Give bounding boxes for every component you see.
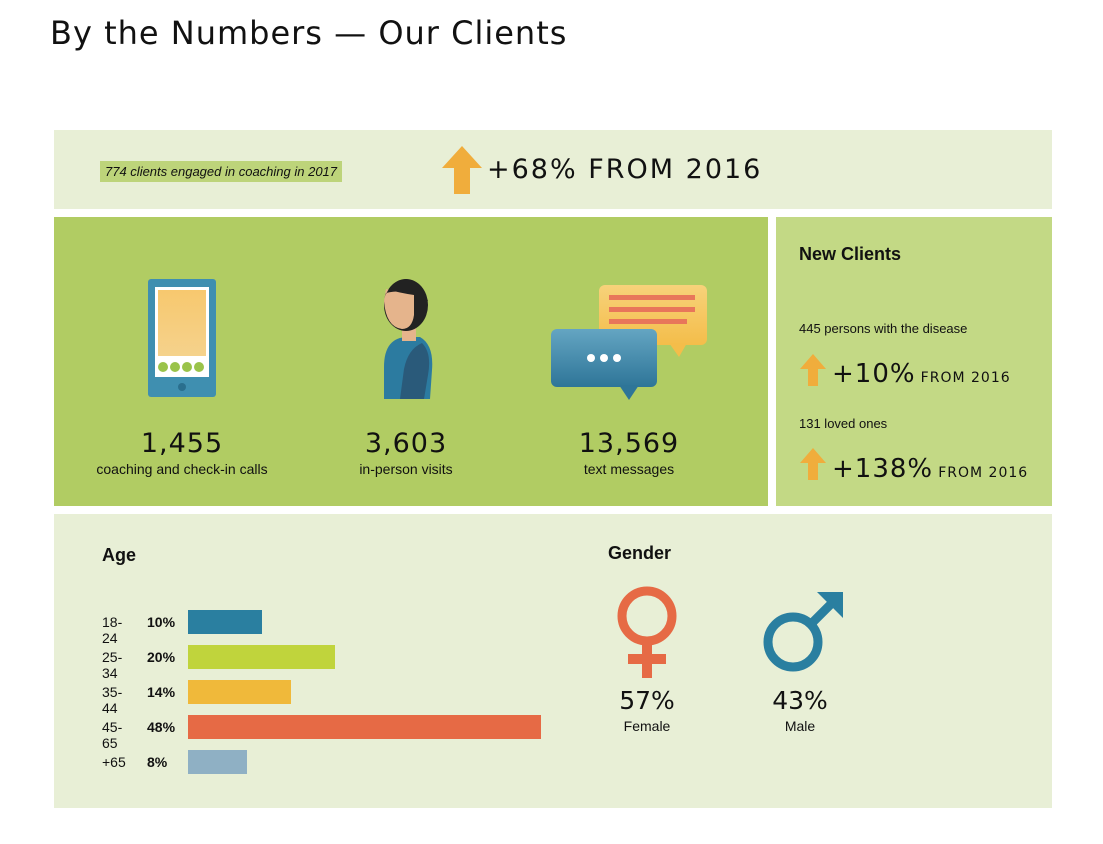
up-arrow-icon xyxy=(800,448,826,480)
stat-value: 3,603 xyxy=(364,428,448,459)
up-arrow-icon xyxy=(800,354,826,386)
new-clients-panel: New Clients 445 persons with the disease… xyxy=(776,217,1052,506)
age-bar xyxy=(188,715,542,739)
stat-visits: 3,603 in-person visits xyxy=(286,428,526,477)
age-bar xyxy=(188,750,247,774)
age-category-label: 18-24 xyxy=(102,614,123,646)
stat-label: coaching and check-in calls xyxy=(96,461,268,477)
gender-female-label: Female xyxy=(623,718,671,734)
gender-chart-title: Gender xyxy=(608,543,672,563)
female-symbol-icon xyxy=(617,586,677,678)
age-percent-label: 8% xyxy=(147,754,168,770)
age-percent-label: 20% xyxy=(147,649,176,665)
new-clients-group-label: 445 persons with the disease xyxy=(799,321,968,336)
up-arrow-icon xyxy=(442,146,482,194)
page-title: By the Numbers — Our Clients xyxy=(50,14,568,52)
new-clients-title: New Clients xyxy=(799,244,902,264)
activity-stats-panel: 1,455 coaching and check-in calls 3,603 … xyxy=(54,217,768,506)
new-clients-group-label: 131 loved ones xyxy=(799,416,888,431)
stat-label: in-person visits xyxy=(359,461,453,477)
age-bar-chart: 18-24 10% 25-34 20% 35-44 14% 45-65 48% +65 8% xyxy=(54,514,614,808)
age-percent-label: 48% xyxy=(147,719,176,735)
gender-male-label: Male xyxy=(784,718,816,734)
age-percent-label: 14% xyxy=(147,684,176,700)
stat-value: 1,455 xyxy=(140,428,224,459)
tablet-icon xyxy=(148,279,216,397)
change-percent: +10% xyxy=(832,359,916,389)
engagement-change: +68% FROM 2016 xyxy=(487,154,763,185)
new-clients-change: +10% FROM 2016 xyxy=(832,359,1011,389)
change-from: FROM 2016 xyxy=(938,465,1029,481)
male-symbol-icon xyxy=(763,592,843,672)
engagement-band: 774 clients engaged in coaching in 2017 … xyxy=(54,130,1052,209)
age-bar xyxy=(188,680,292,704)
new-clients-change: +138% FROM 2016 xyxy=(832,454,1028,484)
person-icon xyxy=(384,279,433,399)
age-category-label: +65 xyxy=(102,754,126,770)
age-chart-title: Age xyxy=(102,545,137,565)
change-percent: +138% xyxy=(832,454,934,484)
age-category-label: 35-44 xyxy=(102,684,123,716)
engagement-summary: 774 clients engaged in coaching in 2017 xyxy=(100,161,343,182)
stat-label: text messages xyxy=(583,461,675,477)
age-bar xyxy=(188,610,262,634)
age-percent-label: 10% xyxy=(147,614,176,630)
stat-texts: 13,569 text messages xyxy=(509,428,749,477)
stat-calls: 1,455 coaching and check-in calls xyxy=(62,428,302,477)
demographics-panel: Age 18-24 10% 25-34 20% 35-44 14% 45-65 48% +65 8… xyxy=(54,514,1052,808)
gender-female-percent: 57% xyxy=(619,686,675,715)
gender-male-percent: 43% xyxy=(772,686,828,715)
age-bar xyxy=(188,645,336,669)
age-category-label: 45-65 xyxy=(102,719,123,751)
change-from: FROM 2016 xyxy=(920,370,1011,386)
stat-value: 13,569 xyxy=(578,428,680,459)
age-category-label: 25-34 xyxy=(102,649,123,681)
chat-bubbles-icon xyxy=(551,285,707,400)
